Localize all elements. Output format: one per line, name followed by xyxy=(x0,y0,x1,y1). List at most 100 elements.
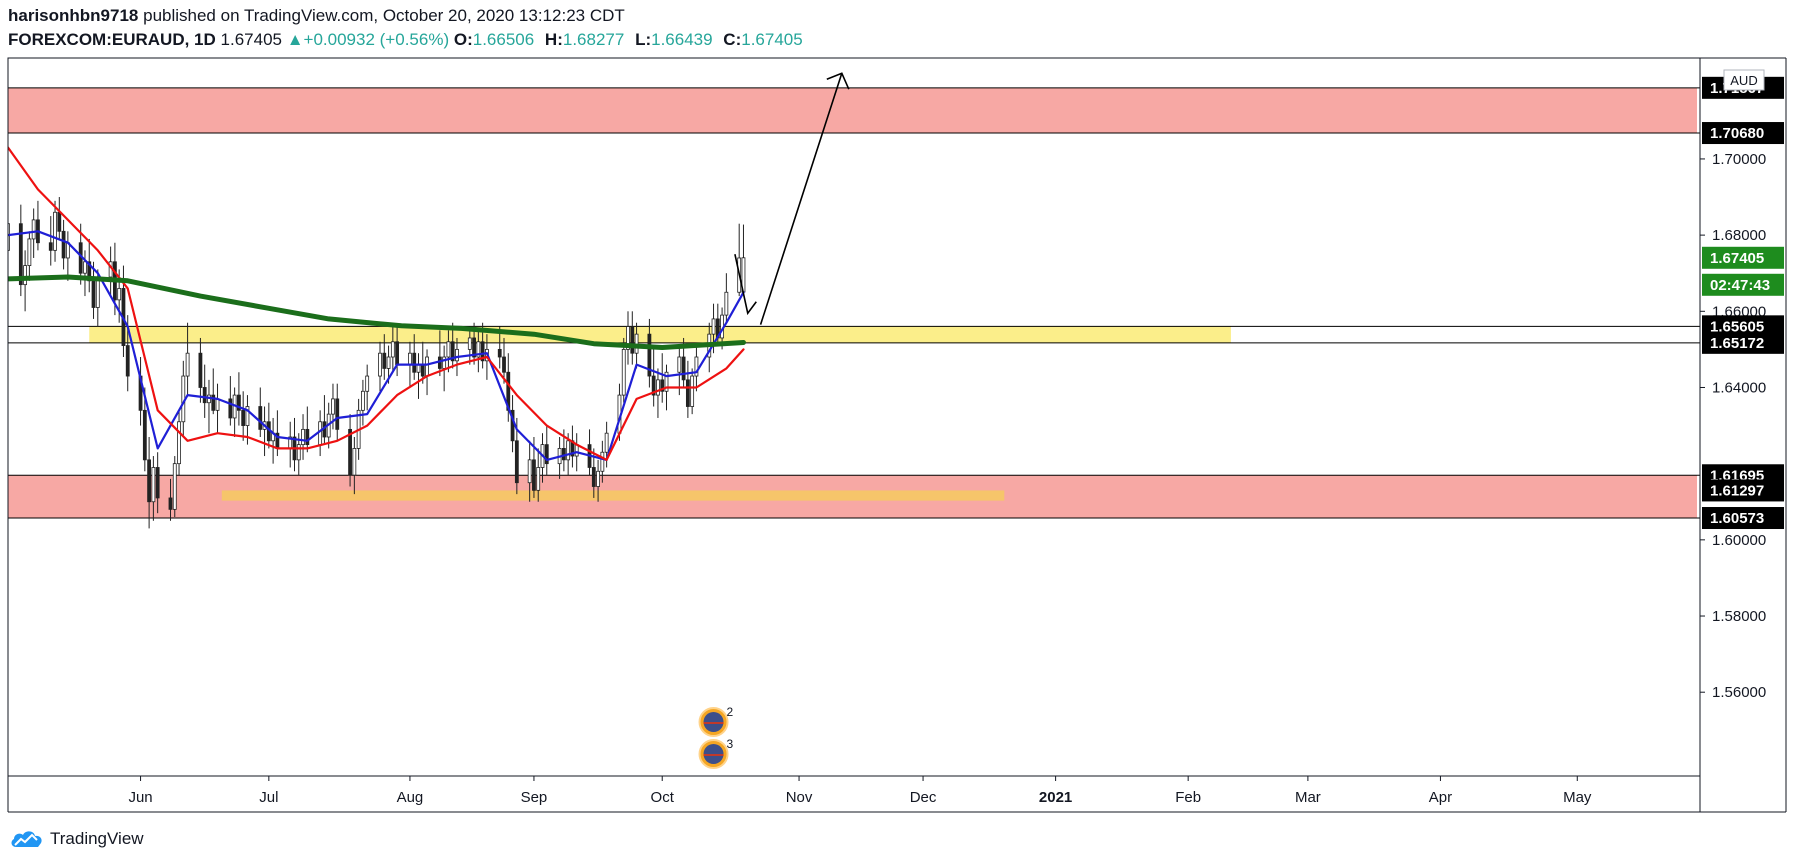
y-tick-label: 1.68000 xyxy=(1712,227,1766,244)
candle xyxy=(151,467,156,503)
candle xyxy=(690,375,695,407)
event-count: 2 xyxy=(727,705,734,719)
currency-badge-bg xyxy=(1723,69,1765,91)
tradingview-cloud-icon xyxy=(11,831,42,847)
price-label-text: 1.65172 xyxy=(1710,335,1764,352)
price-label: 1.70680 xyxy=(1702,122,1784,145)
candle xyxy=(685,379,690,407)
x-tick-label: Sep xyxy=(521,789,548,806)
tradingview-brand[interactable]: TradingView xyxy=(10,826,144,852)
candle xyxy=(600,451,605,472)
candle xyxy=(296,444,301,461)
candle xyxy=(651,375,656,396)
x-tick-label: May xyxy=(1563,789,1592,806)
candle xyxy=(395,341,400,366)
candle xyxy=(390,341,395,358)
candle xyxy=(83,261,87,274)
price-label-bg xyxy=(1702,507,1784,530)
candle xyxy=(211,394,216,411)
candle xyxy=(147,459,152,503)
last-price: 1.67405 xyxy=(220,30,282,49)
candle xyxy=(544,444,549,465)
publication-line: harisonhbn9718 published on TradingView.… xyxy=(8,6,625,26)
high-label: H: xyxy=(544,30,563,49)
author-name[interactable]: harisonhbn9718 xyxy=(8,6,139,25)
x-tick-label: Dec xyxy=(910,789,937,806)
candle xyxy=(425,356,429,377)
candle xyxy=(510,409,515,442)
price-change: +0.00932 (+0.56%) xyxy=(303,30,450,49)
x-tick-label: Jun xyxy=(128,789,152,806)
close-label: C: xyxy=(723,30,742,49)
published-text: published on TradingView.com, October 20… xyxy=(143,6,625,25)
close-value: 1.67405 xyxy=(741,30,803,49)
candle xyxy=(527,459,532,484)
candle xyxy=(202,387,207,404)
price-label-text: 1.65605 xyxy=(1710,318,1764,335)
candle xyxy=(245,406,250,426)
candle xyxy=(621,348,626,396)
x-tick-label: Mar xyxy=(1295,789,1321,806)
candle xyxy=(480,341,485,362)
y-tick-label: 1.56000 xyxy=(1712,684,1766,701)
candle xyxy=(241,409,246,426)
candle xyxy=(514,440,519,484)
candle xyxy=(258,406,263,430)
symbol-interval: FOREXCOM:EURAUD, 1D xyxy=(8,30,216,49)
candle xyxy=(125,345,130,377)
candle xyxy=(198,352,203,388)
candle xyxy=(476,341,481,358)
candle xyxy=(91,280,96,308)
candle xyxy=(416,364,421,373)
candle xyxy=(660,379,665,392)
x-tick-label: Jul xyxy=(259,789,278,806)
price-label-text: 02:47:43 xyxy=(1710,277,1770,294)
candle xyxy=(142,409,147,461)
symbol-line: FOREXCOM:EURAUD, 1D 1.67405 ▲+0.00932 (+… xyxy=(8,30,809,50)
x-tick-label: Aug xyxy=(397,789,424,806)
currency-badge: AUD xyxy=(1723,69,1765,91)
candle xyxy=(23,265,28,286)
candle xyxy=(18,223,23,286)
candle xyxy=(656,379,660,396)
x-tick-label: Apr xyxy=(1429,789,1452,806)
candle xyxy=(630,326,635,354)
price-label-bg xyxy=(1702,331,1784,354)
candle xyxy=(497,348,502,358)
currency-text: AUD xyxy=(1730,73,1757,88)
zone-yellow-support xyxy=(89,326,1231,343)
candle xyxy=(301,428,305,446)
price-label-bg xyxy=(1702,122,1784,145)
candle xyxy=(331,398,335,415)
price-label-bg xyxy=(1702,246,1784,269)
candle xyxy=(237,394,241,411)
event-flag-icon: 3 xyxy=(698,737,734,769)
candle xyxy=(532,459,536,491)
candle xyxy=(472,337,476,358)
y-tick-label: 1.58000 xyxy=(1712,608,1766,625)
price-label-text: 1.60573 xyxy=(1710,510,1764,527)
price-label: 1.67405 xyxy=(1702,246,1784,269)
projection-arrow-head xyxy=(826,72,850,90)
price-label-bg xyxy=(1702,479,1784,502)
indicator-ema-mid xyxy=(8,146,745,461)
open-value: 1.66506 xyxy=(472,30,535,49)
candle xyxy=(48,242,53,251)
candle xyxy=(53,211,57,251)
price-label: 1.65172 xyxy=(1702,331,1784,354)
candle xyxy=(305,428,310,446)
price-label: 1.60573 xyxy=(1702,507,1784,530)
candle xyxy=(172,463,177,510)
candle xyxy=(155,467,160,499)
candle xyxy=(365,375,370,392)
candle xyxy=(626,326,630,350)
y-tick-label: 1.60000 xyxy=(1712,532,1766,549)
candle xyxy=(408,352,412,366)
candle xyxy=(450,341,455,362)
brand-name: TradingView xyxy=(50,829,144,848)
candle xyxy=(361,390,365,411)
candle xyxy=(61,230,66,259)
candle xyxy=(117,288,122,301)
candle xyxy=(446,341,451,358)
